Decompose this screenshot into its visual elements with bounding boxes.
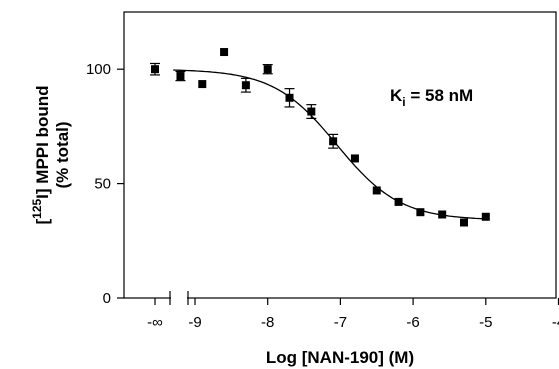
point-marker bbox=[329, 137, 338, 146]
data-point bbox=[284, 88, 295, 108]
point-marker bbox=[220, 48, 229, 57]
point-marker bbox=[481, 212, 490, 221]
data-point bbox=[459, 218, 468, 227]
y-axis-title-superscript: 125 bbox=[30, 198, 44, 218]
y-axis-ticks: 0 50 100 bbox=[86, 61, 124, 307]
fit-curve-layer bbox=[173, 69, 486, 220]
point-marker bbox=[176, 72, 185, 81]
data-point bbox=[481, 212, 490, 221]
point-marker bbox=[198, 80, 207, 89]
y-axis-title-line2: (% total) bbox=[53, 121, 72, 188]
point-marker bbox=[263, 65, 272, 74]
data-point bbox=[394, 197, 403, 206]
point-marker bbox=[241, 81, 250, 90]
data-point bbox=[198, 80, 207, 89]
data-points-layer bbox=[150, 48, 490, 227]
x-tick-label--9: -9 bbox=[188, 314, 201, 331]
x-tick-label--7: -7 bbox=[334, 314, 347, 331]
y-tick-label-0: 0 bbox=[103, 290, 111, 307]
data-point bbox=[328, 133, 339, 149]
y-axis-title: [125I] MPPI bound (% total) bbox=[30, 85, 72, 224]
ki-annotation-subscript: i bbox=[402, 95, 405, 109]
x-axis-ticks: -9 -8 -7 -6 -5 -4 bbox=[188, 298, 559, 331]
data-point bbox=[306, 104, 317, 119]
x-tick-label--5: -5 bbox=[479, 314, 492, 331]
x-tick-label-break: -∞ bbox=[147, 314, 163, 331]
point-marker bbox=[416, 208, 425, 217]
data-point bbox=[175, 70, 186, 82]
plot-frame bbox=[123, 11, 557, 299]
point-marker bbox=[350, 154, 359, 163]
y-tick-label-100: 100 bbox=[86, 61, 111, 78]
point-marker bbox=[151, 65, 159, 74]
data-point bbox=[350, 154, 359, 163]
point-marker bbox=[307, 107, 316, 116]
x-tick-label--4: -4 bbox=[552, 314, 559, 331]
point-marker bbox=[394, 197, 403, 206]
x-axis-title: Log [NAN-190] (M) bbox=[266, 348, 414, 367]
y-tick-label-50: 50 bbox=[94, 176, 111, 193]
x-tick-label--8: -8 bbox=[261, 314, 274, 331]
data-point bbox=[416, 208, 425, 217]
point-marker bbox=[285, 93, 294, 102]
fit-curve bbox=[173, 69, 486, 220]
axis-break-gap bbox=[171, 296, 187, 300]
x-tick-label--6: -6 bbox=[406, 314, 419, 331]
data-point bbox=[372, 186, 381, 195]
data-point bbox=[438, 210, 447, 219]
point-marker bbox=[438, 210, 447, 219]
point-marker bbox=[459, 218, 468, 227]
data-point bbox=[262, 64, 273, 75]
ki-annotation: Ki = 58 nM bbox=[390, 86, 473, 109]
data-point bbox=[220, 48, 229, 57]
data-point bbox=[240, 77, 251, 93]
y-axis-title-line1: [125I] MPPI bound bbox=[30, 85, 52, 224]
data-point bbox=[150, 62, 160, 76]
point-marker bbox=[372, 186, 381, 195]
